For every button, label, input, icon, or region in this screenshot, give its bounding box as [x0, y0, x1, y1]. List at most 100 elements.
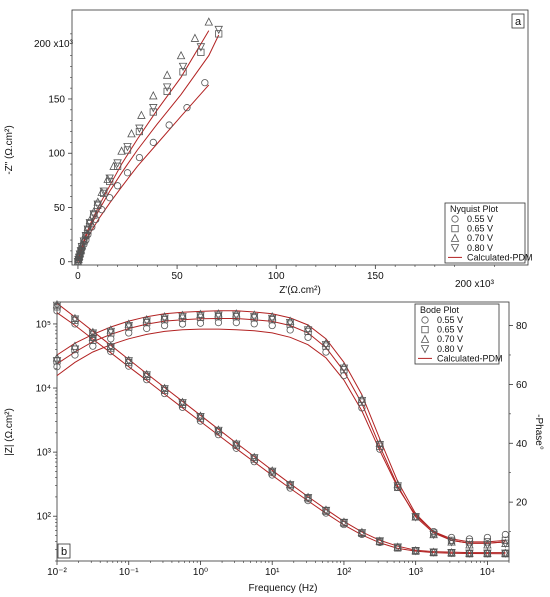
nyquist-legend-entry: 0.55 V [467, 214, 493, 224]
nyquist-data-point [105, 174, 114, 183]
bode-phase-point [321, 341, 331, 350]
bode-legend-title: Bode Plot [420, 305, 460, 315]
bode-modulus-point [70, 315, 80, 324]
nyquist-data-point [179, 68, 187, 76]
nyquist-data-point [114, 182, 122, 190]
bode-phase-point [285, 316, 295, 325]
bode-phase-point [375, 441, 385, 450]
nyquist-data-point [201, 79, 209, 87]
nyquist-data-point [190, 33, 200, 42]
bode-phase-point [124, 321, 133, 331]
bode-phase-point [411, 513, 420, 522]
bode-modulus-point [411, 547, 420, 556]
bode-phase-point [429, 530, 438, 540]
nyquist-data-point [176, 50, 186, 60]
bode-modulus-point [321, 506, 331, 516]
nyquist-data-point [123, 169, 132, 177]
bode-right-y-tick-label: 80 [516, 321, 528, 332]
bode-phase-point [249, 313, 259, 322]
bode-phase-point [106, 325, 116, 334]
bode-modulus-point [303, 492, 313, 501]
bode-phase-point [196, 319, 205, 327]
nyquist-data-point [162, 83, 172, 92]
bode-legend-marker [421, 325, 429, 334]
bode-modulus-point [178, 399, 187, 408]
nyquist-data-point [162, 70, 172, 79]
bode-phase-point [214, 309, 223, 318]
bode-phase-point [447, 538, 456, 547]
panel-a-letter: a [515, 16, 522, 28]
nyquist-data-point [99, 187, 108, 196]
nyquist-data-point [79, 237, 89, 246]
bode-phase-point [232, 311, 241, 320]
nyquist-points [73, 17, 223, 267]
bode-modulus-point [124, 355, 133, 364]
nyquist-legend-marker [451, 224, 459, 233]
nyquist-y-multiplier: 200 x10³ [34, 39, 74, 50]
bode-phase-point [142, 314, 151, 324]
panel-a-letter-box [511, 13, 525, 29]
bode-modulus-point [88, 329, 98, 338]
nyquist-data-point [137, 110, 146, 119]
nyquist-y-tick-label: 150 [48, 94, 65, 105]
bode-modulus-point [267, 467, 277, 477]
nyquist-legend-marker [450, 244, 460, 253]
bode-modulus-point [196, 413, 205, 422]
bode-phase-point [268, 321, 276, 330]
bode-phase-point [160, 314, 169, 323]
bode-legend-marker [420, 334, 430, 343]
nyquist-data-point [109, 161, 118, 170]
bode-phase-point [267, 314, 277, 324]
bode-phase-point [249, 310, 259, 319]
nyquist-data-point [117, 146, 126, 155]
bode-phase-point [160, 321, 169, 330]
nyquist-data-point [93, 200, 103, 209]
nyquist-data-point [106, 194, 114, 202]
bode-phase-point [232, 309, 241, 318]
nyquist-y-tick-label: 50 [54, 203, 66, 214]
bode-phase-point [125, 329, 133, 337]
nyquist-data-point [103, 174, 112, 183]
nyquist-data-point [178, 62, 188, 72]
bode-phase-point [196, 312, 205, 321]
bode-phase-point [53, 363, 61, 371]
bode-modulus-point [267, 466, 277, 475]
bode-x-tick-label: 10⁻² [47, 567, 67, 578]
bode-panel: 10⁻² 10⁻¹ 10⁰ 10¹ 10² 10³ 10⁴ 10² 10³ 10⁴ 10⁵ 20 40 6… [4, 299, 544, 594]
nyquist-legend-box [444, 202, 526, 264]
bode-modulus-point [142, 369, 151, 379]
bode-phase-point [483, 533, 492, 542]
nyquist-data-point [77, 242, 87, 252]
nyquist-data-point [183, 104, 191, 112]
bode-modulus-point [142, 371, 151, 380]
bode-legend-entry: 0.55 V [437, 315, 463, 325]
bode-modulus-point [52, 299, 62, 309]
bode-phase-point [70, 345, 80, 354]
bode-x-tick-label: 10⁴ [480, 567, 495, 578]
nyquist-x-tick-label: 150 [367, 271, 384, 282]
bode-modulus-point [465, 549, 474, 558]
nyquist-data-point [85, 215, 95, 225]
bode-right-y-tick-label: 40 [516, 439, 528, 450]
bode-phase-point [304, 333, 312, 341]
bode-x-axis-label: Frequency (Hz) [249, 583, 318, 594]
bode-modulus-point [393, 543, 402, 552]
bode-phase-point [196, 309, 205, 318]
nyquist-y-axis-label: -Z" (Ω.cm²) [4, 125, 15, 174]
bode-phase-point [178, 320, 187, 328]
nyquist-data-point [85, 219, 95, 228]
nyquist-data-point [149, 108, 157, 116]
bode-modulus-point [214, 425, 223, 434]
bode-modulus-point [106, 341, 116, 350]
bode-phase-point [465, 541, 474, 550]
bode-x-tick-label: 10² [337, 567, 352, 578]
bode-phase-point [285, 319, 295, 328]
bode-phase-point [143, 324, 151, 333]
bode-left-y-axis-label: |Z| (Ω.cm²) [4, 408, 15, 456]
bode-phase-point [339, 362, 349, 371]
nyquist-data-point [215, 30, 223, 38]
bode-modulus-point [357, 527, 367, 536]
bode-ticks: 10⁻² 10⁻¹ 10⁰ 10¹ 10² 10³ 10⁴ 10² 10³ 10⁴ 10⁵ 20 40 6… [36, 304, 528, 578]
bode-modulus-point [232, 440, 241, 449]
bode-x-tick-label: 10⁰ [193, 567, 208, 578]
